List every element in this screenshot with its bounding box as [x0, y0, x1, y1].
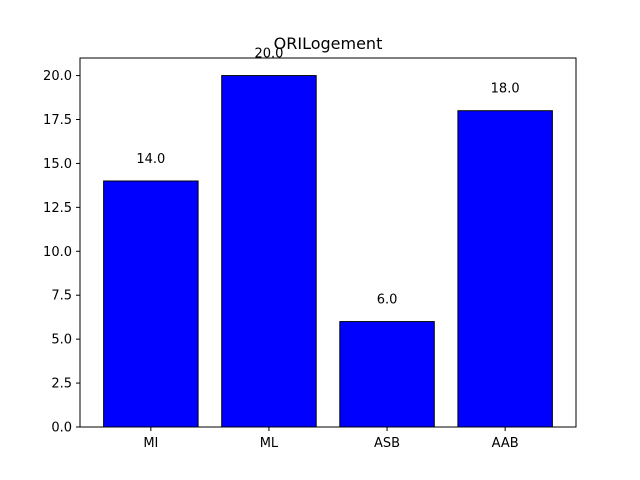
axes-frame [79, 57, 577, 428]
chart-title: ORILogement [274, 34, 383, 53]
bar-aab [457, 110, 553, 428]
x-tick-label: MI [143, 436, 158, 451]
y-tick-label: 0.0 [51, 421, 72, 436]
y-tick-label: 7.5 [51, 289, 72, 304]
bar-value-label: 6.0 [377, 293, 398, 308]
y-tick-label: 5.0 [51, 333, 72, 348]
x-tick-label: AAB [492, 436, 519, 451]
bar-value-label: 14.0 [136, 152, 165, 167]
bar-asb [339, 321, 435, 428]
y-tick-label: 17.5 [43, 113, 72, 128]
y-tick-label: 12.5 [43, 201, 72, 216]
bar-value-label: 20.0 [254, 47, 283, 62]
x-tick-label: ASB [374, 436, 400, 451]
plot-area: 14.0 MI 20.0 ML 6.0 ASB 18.0 AAB 0.0 2.5 5.0 7.5 10.… [43, 47, 577, 451]
bar-mi [103, 180, 199, 428]
y-tick-label: 15.0 [43, 157, 72, 172]
bar-value-label: 18.0 [491, 82, 520, 97]
y-tick-label: 2.5 [51, 377, 72, 392]
y-tick-label: 10.0 [43, 245, 72, 260]
y-tick-label: 20.0 [43, 69, 72, 84]
x-tick-label: ML [260, 436, 279, 451]
bar-ml [221, 75, 317, 428]
